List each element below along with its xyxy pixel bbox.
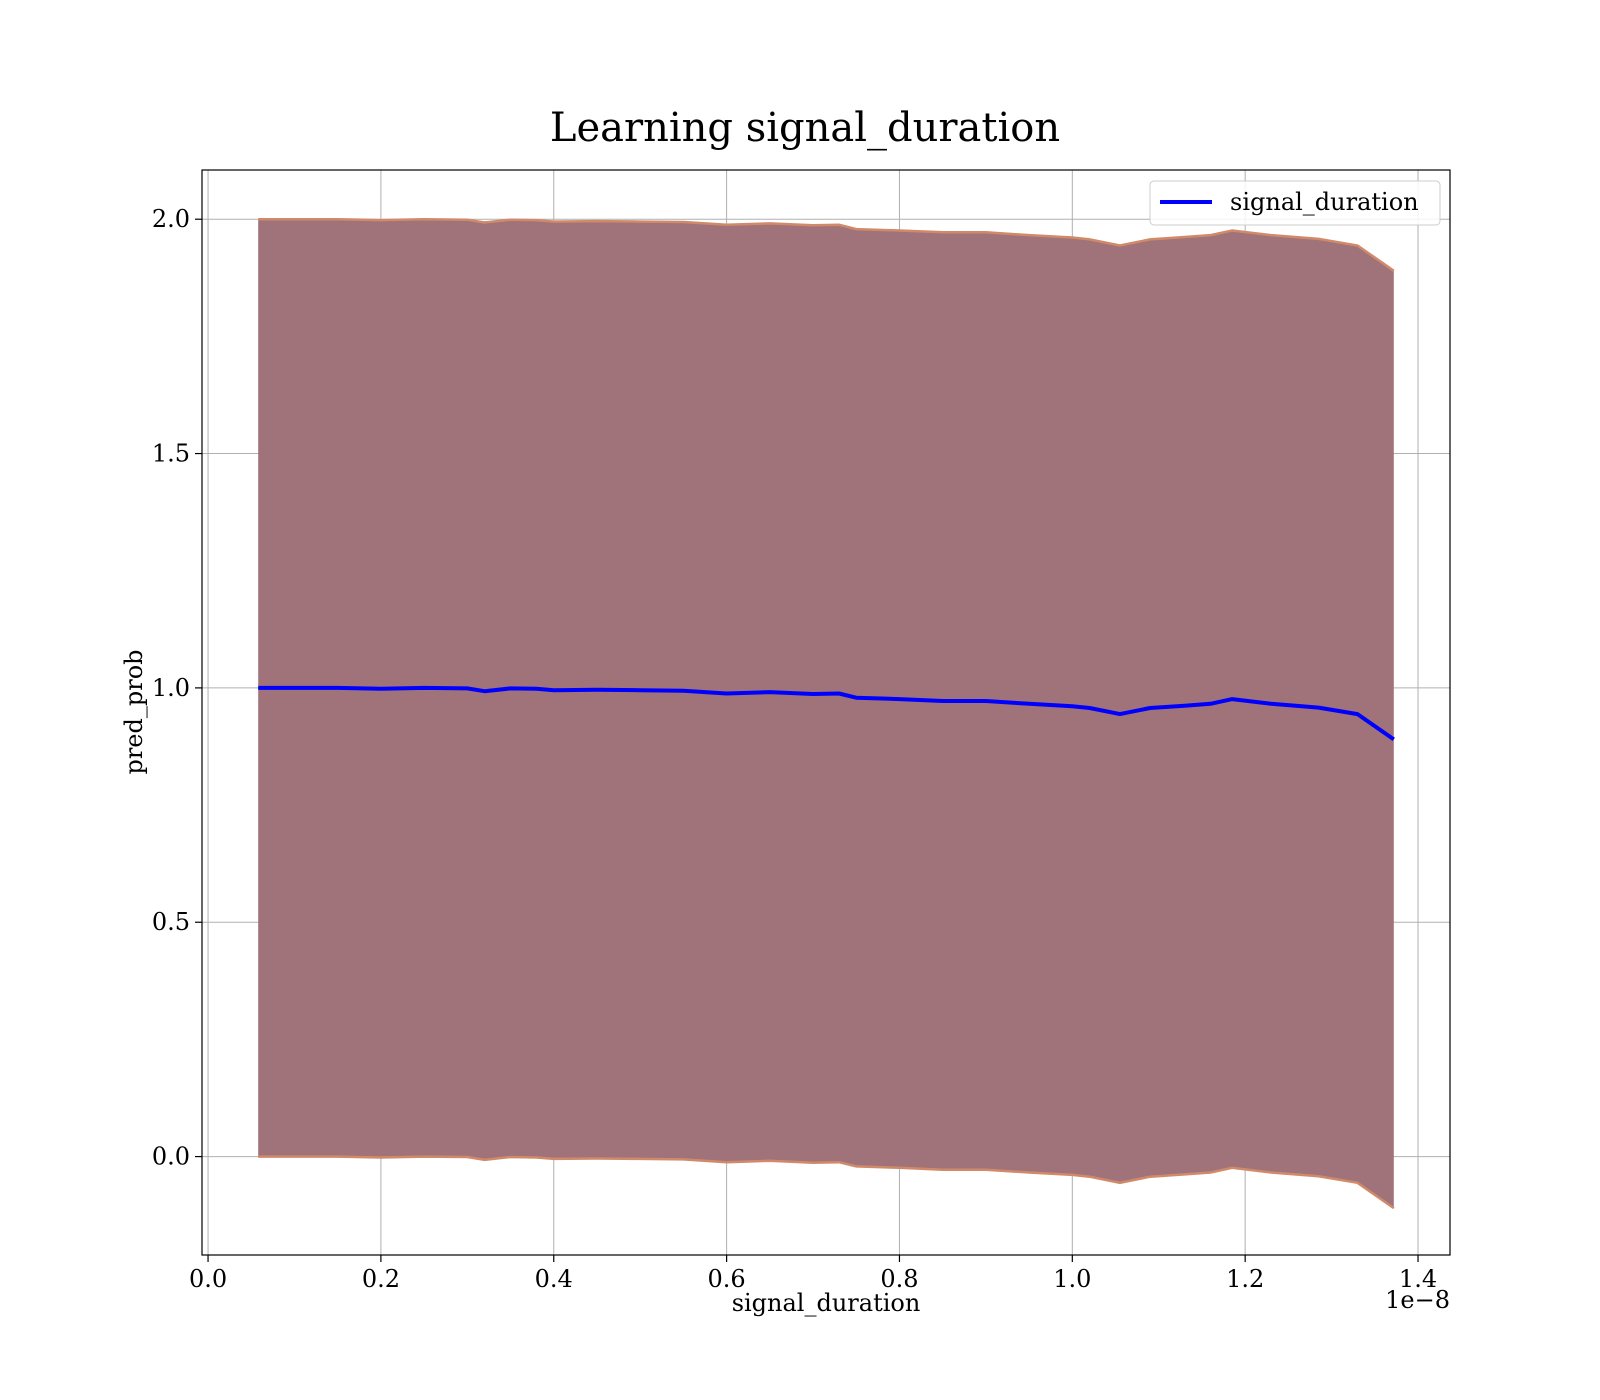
y-tick-label: 1.0 bbox=[152, 674, 190, 702]
confidence-band bbox=[258, 217, 1395, 1210]
y-tick-label: 0.0 bbox=[152, 1143, 190, 1171]
band-lower-edge bbox=[258, 1155, 1395, 1210]
x-axis-offset-label: 1e−8 bbox=[1385, 1286, 1450, 1314]
legend: signal_duration bbox=[1149, 180, 1441, 226]
y-tick-label: 1.5 bbox=[152, 440, 190, 468]
plot-area-frame bbox=[201, 169, 1451, 1256]
x-tick-label: 0.4 bbox=[535, 1265, 573, 1293]
y-axis-label: pred_prob bbox=[120, 649, 148, 774]
x-tick-label: 0.2 bbox=[362, 1265, 400, 1293]
band-area bbox=[258, 219, 1394, 1209]
x-tick-label: 1.2 bbox=[1226, 1265, 1264, 1293]
series-lines bbox=[258, 685, 1395, 742]
band-upper-edge bbox=[258, 217, 1395, 272]
y-axis-ticks: 0.0 0.5 1.0 1.5 2.0 bbox=[152, 205, 202, 1171]
legend-entry-signal-duration: signal_duration bbox=[1230, 188, 1419, 216]
x-tick-label: 0.8 bbox=[880, 1265, 918, 1293]
y-tick-label: 2.0 bbox=[152, 205, 190, 233]
x-tick-label: 1.0 bbox=[1053, 1265, 1091, 1293]
chart-title: Learning signal_duration bbox=[550, 105, 1060, 151]
series-line-signal-duration bbox=[258, 685, 1395, 742]
x-tick-label: 1.4 bbox=[1399, 1265, 1437, 1293]
x-axis-label: signal_duration bbox=[732, 1289, 921, 1317]
x-axis-ticks: 0.0 0.2 0.4 0.6 0.8 1.0 1.2 1.4 bbox=[189, 1255, 1437, 1293]
x-tick-label: 0.6 bbox=[708, 1265, 746, 1293]
x-tick-label: 0.0 bbox=[189, 1265, 227, 1293]
legend-box bbox=[1149, 180, 1441, 226]
y-tick-label: 0.5 bbox=[152, 908, 190, 936]
